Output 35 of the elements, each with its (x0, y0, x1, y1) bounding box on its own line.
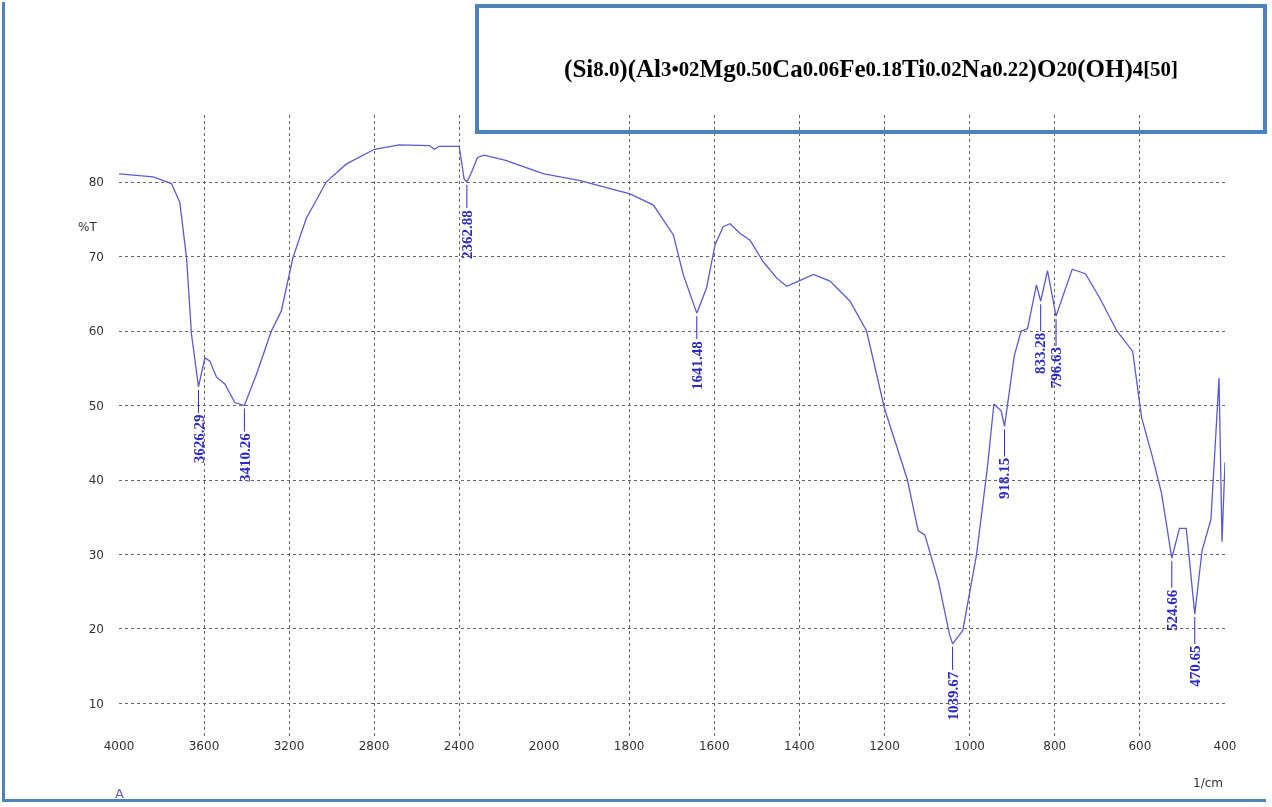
x-tick-label: 4000 (103, 739, 135, 753)
y-tick-label: 30 (88, 547, 104, 562)
y-tick-label: 60 (88, 324, 104, 339)
annotation: 833.28 (1032, 332, 1049, 374)
y-tick-label: 40 (88, 473, 104, 488)
annotation: 1039.67 (945, 671, 962, 721)
annotation: 470.65 (1187, 645, 1204, 687)
x-tick-label: 2800 (358, 739, 390, 753)
x-tick-label: 400 (1213, 739, 1237, 753)
x-tick-label: 1200 (869, 739, 901, 753)
x-tick-label: 800 (1043, 739, 1067, 753)
x-tick-label: 1600 (699, 739, 730, 753)
x-tick-label: 1000 (954, 739, 986, 753)
annotation: 524.66 (1163, 589, 1180, 632)
y-tick-label: 10 (88, 696, 104, 711)
x-tick-label: 2400 (443, 739, 475, 753)
y-tick-label: 80 (88, 175, 104, 190)
text: A (115, 786, 124, 801)
annotation: 1641.48 (689, 341, 706, 390)
annotation: 918.15 (996, 457, 1013, 499)
x-tick-label: 600 (1128, 739, 1152, 753)
x-tick-label: 1800 (614, 739, 645, 753)
y-tick-label: 50 (88, 398, 104, 413)
annotation: 2362.88 (458, 210, 475, 259)
y-tick-label: 20 (88, 622, 104, 637)
annotation: 3410.26 (236, 432, 253, 482)
x-tick-label: 2000 (528, 739, 560, 753)
x-tick-label: 1400 (784, 739, 816, 753)
annotation: 3626.29 (190, 414, 207, 464)
x-axis-title: 1/cm (1193, 776, 1224, 790)
annotation: 796.63 (1048, 346, 1065, 389)
x-tick-label: 3600 (188, 739, 220, 753)
y-axis-title: %T (78, 220, 98, 234)
y-tick-label: 70 (88, 249, 104, 264)
x-tick-label: 3200 (273, 739, 305, 753)
